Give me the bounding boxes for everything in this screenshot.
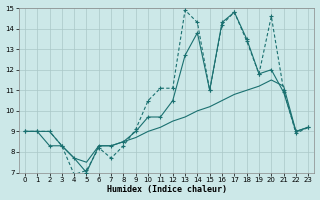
X-axis label: Humidex (Indice chaleur): Humidex (Indice chaleur)	[107, 185, 227, 194]
